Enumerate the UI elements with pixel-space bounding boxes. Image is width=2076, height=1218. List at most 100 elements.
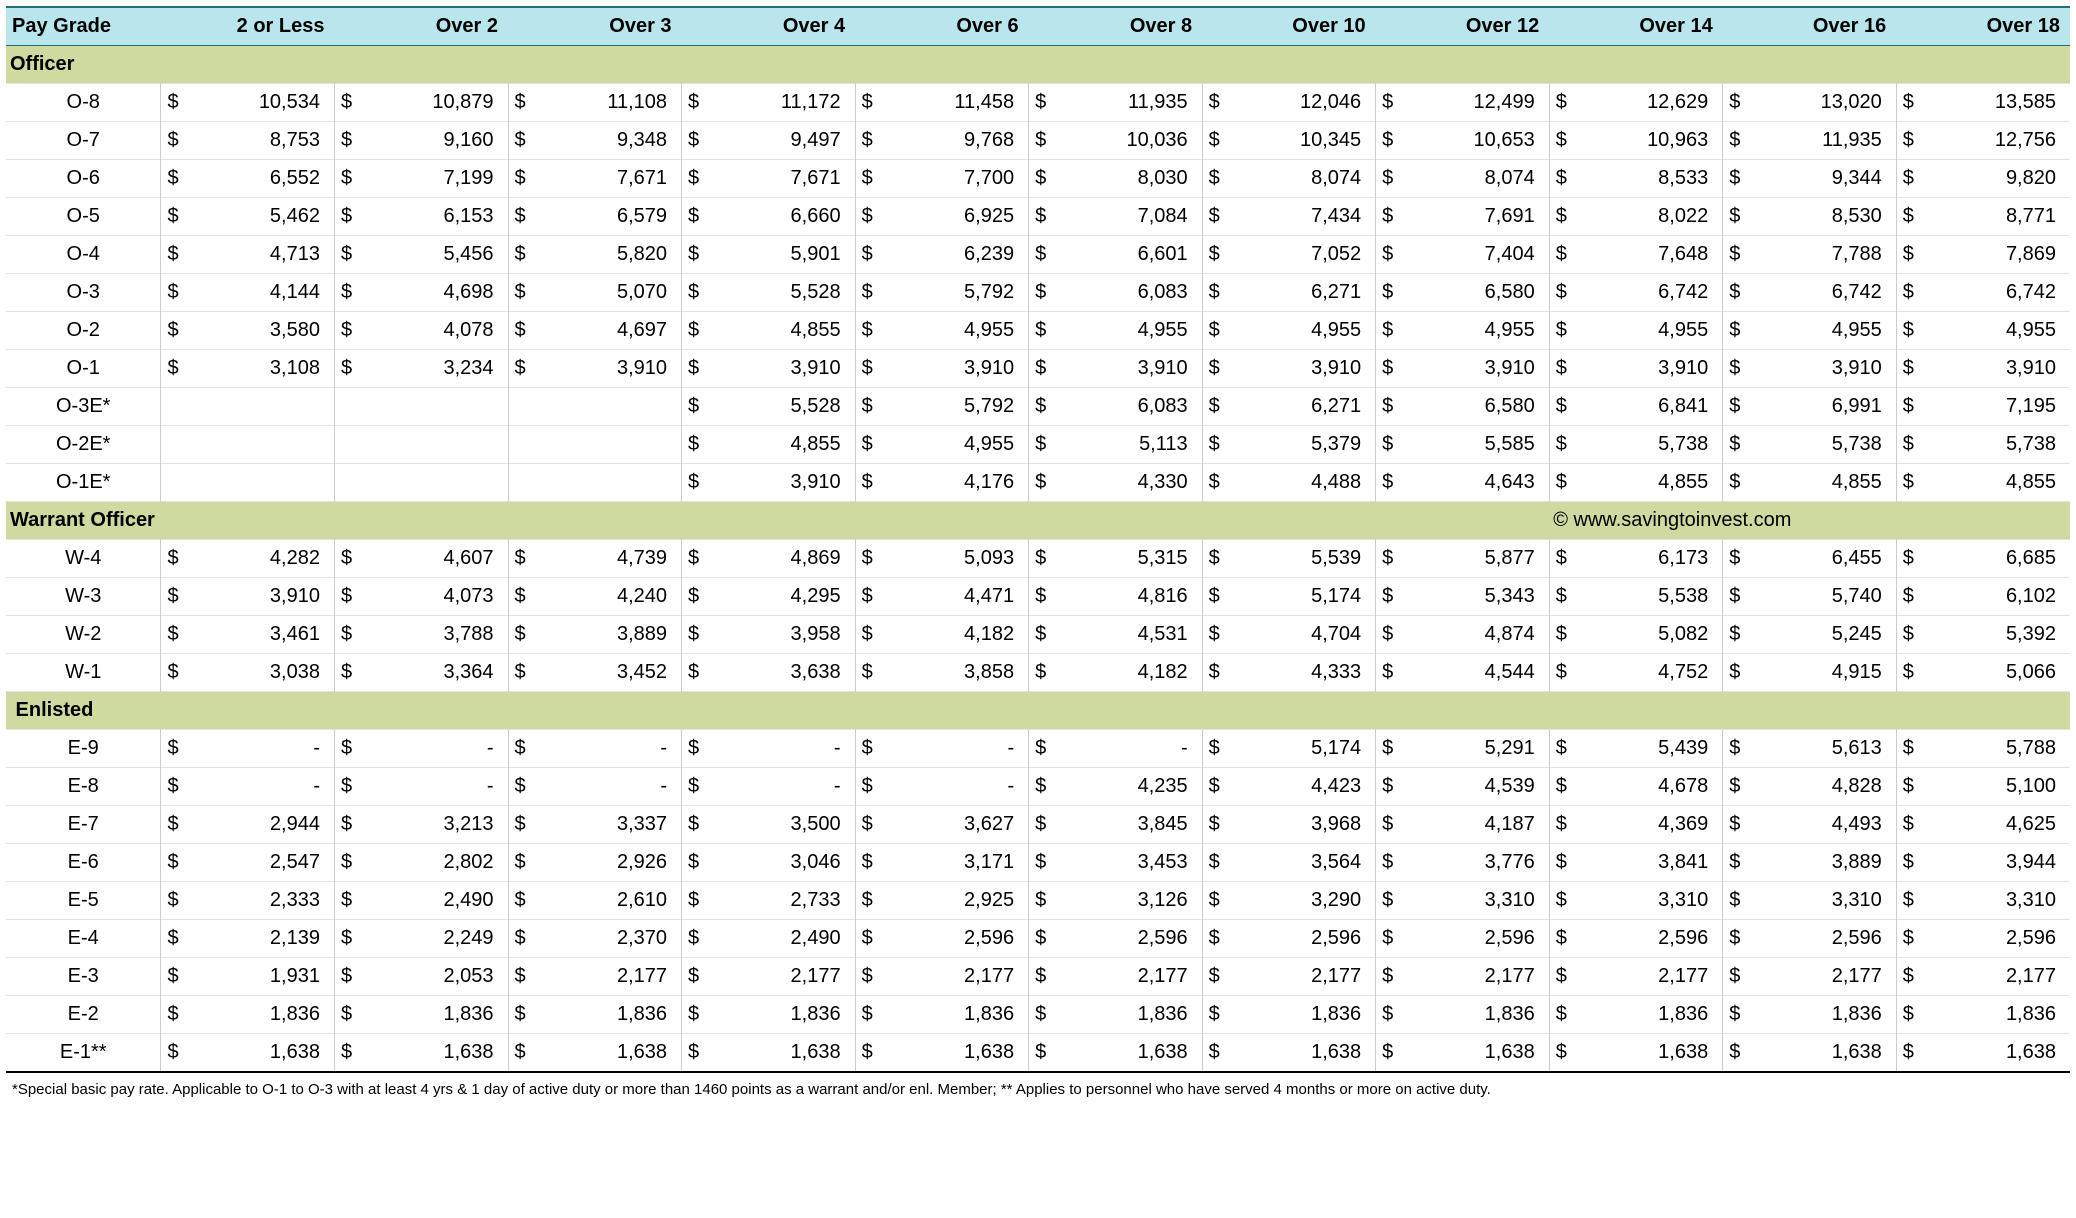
currency-symbol: $	[1202, 768, 1235, 806]
pay-value: 3,638	[715, 654, 855, 692]
currency-symbol: $	[855, 350, 888, 388]
currency-symbol: $	[1202, 616, 1235, 654]
pay-value: -	[541, 768, 681, 806]
pay-value: 4,295	[715, 578, 855, 616]
currency-symbol: $	[161, 996, 194, 1034]
col-header-3: Over 4	[682, 7, 856, 46]
pay-value: 4,176	[888, 464, 1028, 502]
pay-value: 4,182	[1062, 654, 1202, 692]
currency-symbol: $	[1202, 844, 1235, 882]
currency-symbol: $	[1549, 312, 1582, 350]
currency-symbol: $	[1896, 578, 1929, 616]
pay-value: 3,171	[888, 844, 1028, 882]
pay-value: 2,249	[368, 920, 508, 958]
currency-symbol: $	[1549, 996, 1582, 1034]
pay-value: 11,458	[888, 84, 1028, 122]
pay-value: 4,816	[1062, 578, 1202, 616]
currency-symbol: $	[508, 806, 541, 844]
pay-value: 3,310	[1409, 882, 1549, 920]
currency-symbol: $	[682, 806, 715, 844]
currency-symbol: $	[1376, 920, 1409, 958]
pay-value: 4,544	[1409, 654, 1549, 692]
pay-value: 6,102	[1929, 578, 2070, 616]
currency-symbol: $	[1029, 122, 1062, 160]
currency-symbol: $	[334, 768, 367, 806]
pay-value: 4,855	[715, 426, 855, 464]
currency-symbol: $	[1202, 236, 1235, 274]
pay-value: 1,931	[194, 958, 334, 996]
currency-symbol: $	[334, 920, 367, 958]
pay-value: 6,271	[1235, 388, 1375, 426]
pay-value	[194, 426, 334, 464]
currency-symbol: $	[1723, 996, 1756, 1034]
currency-symbol: $	[682, 388, 715, 426]
currency-symbol: $	[682, 578, 715, 616]
pay-value: 4,955	[1582, 312, 1722, 350]
currency-symbol: $	[161, 958, 194, 996]
currency-symbol: $	[1376, 882, 1409, 920]
currency-symbol: $	[334, 236, 367, 274]
currency-symbol: $	[1549, 198, 1582, 236]
currency-symbol: $	[334, 616, 367, 654]
pay-value: 3,889	[1756, 844, 1896, 882]
pay-value: 4,144	[194, 274, 334, 312]
currency-symbol: $	[682, 122, 715, 160]
pay-value: 10,653	[1409, 122, 1549, 160]
currency-symbol: $	[508, 920, 541, 958]
currency-symbol: $	[161, 768, 194, 806]
pay-value: 6,925	[888, 198, 1028, 236]
currency-symbol: $	[1376, 160, 1409, 198]
pay-value: 5,174	[1235, 730, 1375, 768]
pay-value: 4,874	[1409, 616, 1549, 654]
currency-symbol: $	[1549, 730, 1582, 768]
currency-symbol: $	[682, 654, 715, 692]
pay-value: 7,869	[1929, 236, 2070, 274]
pay-value: 1,836	[194, 996, 334, 1034]
pay-value: 8,753	[194, 122, 334, 160]
pay-value: 3,310	[1582, 882, 1722, 920]
currency-symbol: $	[1896, 540, 1929, 578]
pay-value: 7,691	[1409, 198, 1549, 236]
currency-symbol: $	[1896, 160, 1929, 198]
currency-symbol: $	[1549, 160, 1582, 198]
pay-value: 7,052	[1235, 236, 1375, 274]
pay-value: 4,182	[888, 616, 1028, 654]
currency-symbol: $	[1376, 426, 1409, 464]
table-row: E-3$1,931$2,053$2,177$2,177$2,177$2,177$…	[6, 958, 2070, 996]
table-row: O-6$6,552$7,199$7,671$7,671$7,700$8,030$…	[6, 160, 2070, 198]
pay-value: 2,177	[1062, 958, 1202, 996]
pay-value: 3,234	[368, 350, 508, 388]
currency-symbol: $	[1202, 1034, 1235, 1073]
currency-symbol	[334, 388, 367, 426]
pay-value: 4,698	[368, 274, 508, 312]
pay-value	[368, 426, 508, 464]
currency-symbol: $	[682, 426, 715, 464]
currency-symbol: $	[508, 312, 541, 350]
pay-value: 5,113	[1062, 426, 1202, 464]
currency-symbol: $	[855, 958, 888, 996]
pay-value: 5,439	[1582, 730, 1722, 768]
pay-value: 1,638	[1582, 1034, 1722, 1073]
pay-value: 2,944	[194, 806, 334, 844]
col-header-0: 2 or Less	[161, 7, 335, 46]
table-row: E-7$2,944$3,213$3,337$3,500$3,627$3,845$…	[6, 806, 2070, 844]
pay-value: 11,935	[1756, 122, 1896, 160]
pay-grade-cell: W-1	[6, 654, 161, 692]
table-row: O-4$4,713$5,456$5,820$5,901$6,239$6,601$…	[6, 236, 2070, 274]
pay-value: 6,742	[1756, 274, 1896, 312]
currency-symbol: $	[1029, 84, 1062, 122]
pay-value: 1,638	[888, 1034, 1028, 1073]
pay-value: 11,108	[541, 84, 681, 122]
pay-grade-cell: E-5	[6, 882, 161, 920]
pay-value: 3,910	[1756, 350, 1896, 388]
pay-value	[194, 464, 334, 502]
pay-value: 1,638	[1409, 1034, 1549, 1073]
pay-value: 2,370	[541, 920, 681, 958]
currency-symbol: $	[855, 920, 888, 958]
currency-symbol: $	[1376, 730, 1409, 768]
currency-symbol: $	[508, 1034, 541, 1073]
pay-value: 2,177	[1929, 958, 2070, 996]
pay-value: 3,046	[715, 844, 855, 882]
pay-value: 4,855	[1582, 464, 1722, 502]
currency-symbol: $	[1549, 1034, 1582, 1073]
